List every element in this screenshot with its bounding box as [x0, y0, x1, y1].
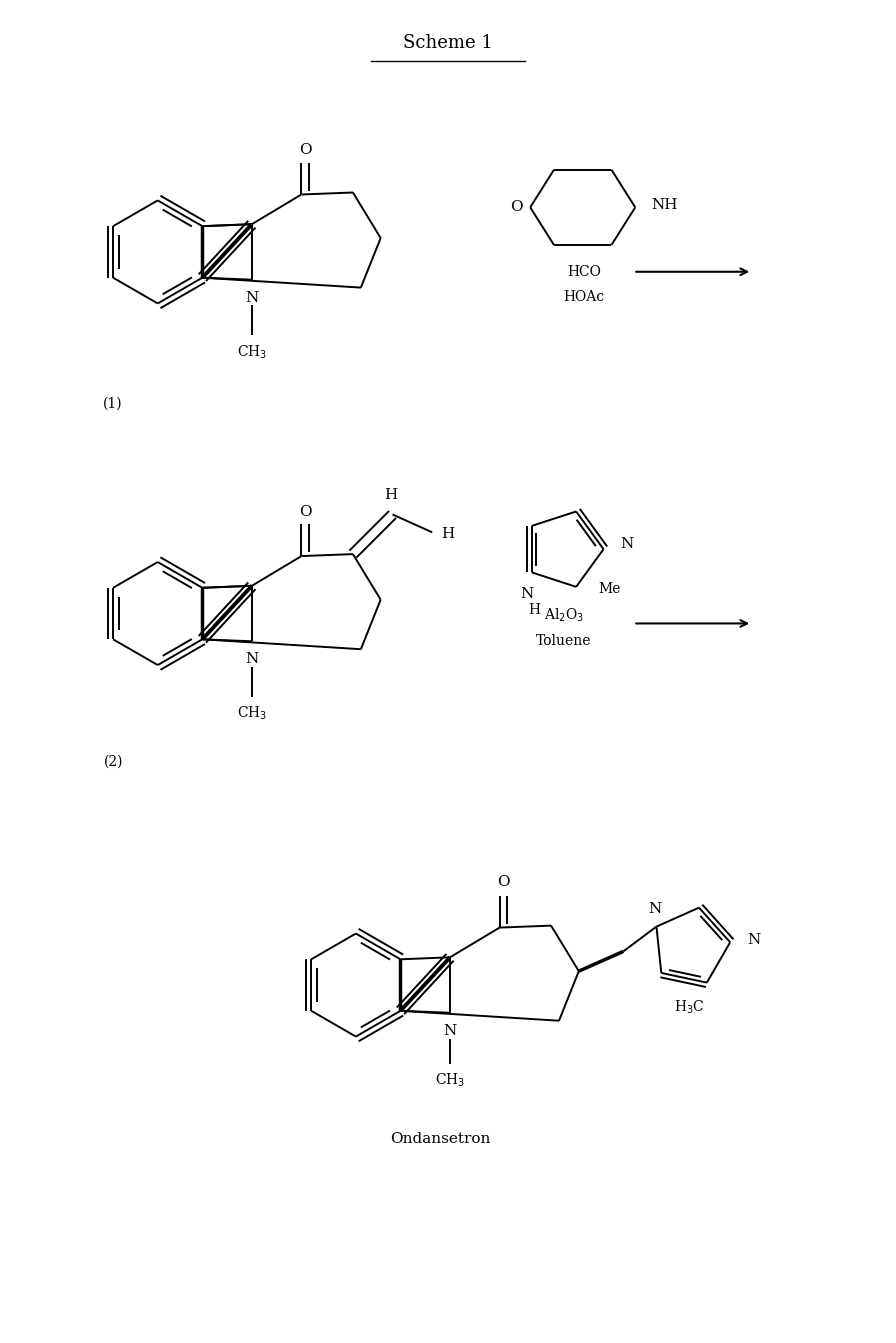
Text: HOAc: HOAc [564, 290, 604, 304]
Text: NH: NH [651, 199, 677, 212]
Text: Me: Me [598, 582, 620, 596]
Text: Toluene: Toluene [536, 634, 591, 649]
Text: (2): (2) [103, 755, 123, 770]
Text: N: N [648, 901, 661, 916]
Text: CH$_3$: CH$_3$ [435, 1072, 465, 1089]
Text: CH$_3$: CH$_3$ [237, 344, 267, 361]
Text: N: N [747, 933, 761, 947]
Text: N: N [246, 290, 259, 305]
Text: HCO: HCO [567, 265, 600, 279]
Text: CH$_3$: CH$_3$ [237, 705, 267, 723]
Text: N: N [246, 653, 259, 666]
Text: H: H [384, 488, 397, 502]
Text: N: N [444, 1023, 457, 1038]
Text: Al$_2$O$_3$: Al$_2$O$_3$ [544, 607, 584, 624]
Text: O: O [497, 876, 510, 889]
Text: H$_3$C: H$_3$C [675, 999, 705, 1017]
Text: O: O [299, 142, 312, 157]
Text: N: N [521, 587, 533, 602]
Text: Ondansetron: Ondansetron [390, 1132, 490, 1146]
Text: N: N [620, 537, 633, 551]
Text: O: O [299, 505, 312, 518]
Text: H: H [528, 603, 539, 616]
Text: Scheme 1: Scheme 1 [403, 34, 493, 52]
Text: (1): (1) [103, 396, 123, 411]
Text: H: H [442, 528, 454, 541]
Text: O: O [510, 200, 522, 215]
